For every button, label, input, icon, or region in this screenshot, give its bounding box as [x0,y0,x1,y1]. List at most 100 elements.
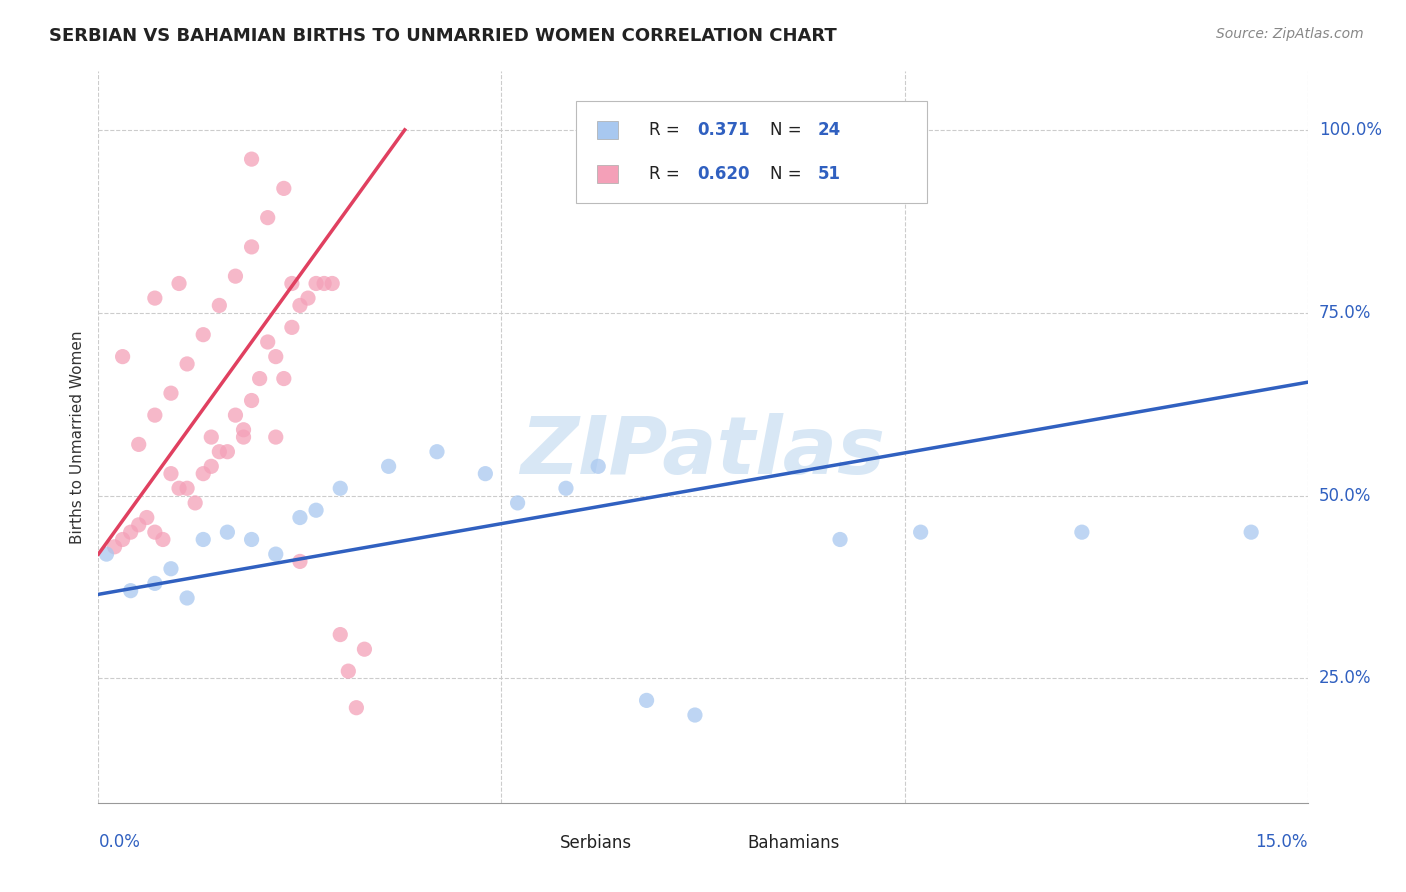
Point [264,430,287,444]
Point [474,467,496,481]
Point [297,291,319,305]
Point [167,277,190,291]
Point [377,459,399,474]
Point [200,459,222,474]
Point [273,371,295,385]
Point [305,503,328,517]
Text: SERBIAN VS BAHAMIAN BIRTHS TO UNMARRIED WOMEN CORRELATION CHART: SERBIAN VS BAHAMIAN BIRTHS TO UNMARRIED … [49,27,837,45]
Point [111,533,134,547]
Point [314,277,336,291]
Point [240,240,263,254]
Point [240,393,263,408]
Text: 51: 51 [818,165,841,183]
Point [217,525,239,540]
Bar [596,165,617,183]
Bar [516,834,550,852]
Point [193,533,215,547]
Text: ZIPatlas: ZIPatlas [520,413,886,491]
Point [160,467,183,481]
Point [281,277,304,291]
Text: R =: R = [648,165,685,183]
Text: Source: ZipAtlas.com: Source: ZipAtlas.com [1216,27,1364,41]
Text: 24: 24 [818,121,841,139]
Point [193,327,215,342]
Point [636,693,658,707]
Point [128,517,150,532]
Point [1240,525,1263,540]
Y-axis label: Births to Unmarried Women: Births to Unmarried Women [69,330,84,544]
Text: R =: R = [648,121,685,139]
Point [264,350,287,364]
Point [143,576,166,591]
Point [828,533,851,547]
Text: 0.0%: 0.0% [98,833,141,851]
Point [232,423,254,437]
Point [200,430,222,444]
Point [305,277,328,291]
Point [224,408,246,422]
Bar [703,834,737,852]
Point [176,481,198,495]
Text: 0.620: 0.620 [697,165,749,183]
Point [184,496,207,510]
Point [555,481,578,495]
Point [208,298,231,312]
Point [120,583,142,598]
Point [353,642,375,657]
Text: 75.0%: 75.0% [1319,304,1371,322]
Point [910,525,932,540]
Point [96,547,118,561]
Point [143,525,166,540]
Text: Serbians: Serbians [561,834,633,852]
Point [288,298,311,312]
Point [143,291,166,305]
Bar [596,120,617,139]
Point [426,444,449,458]
Point [273,181,295,195]
Text: N =: N = [769,165,807,183]
Text: 15.0%: 15.0% [1256,833,1308,851]
Point [224,269,246,284]
Point [281,320,304,334]
Point [288,554,311,568]
Text: 25.0%: 25.0% [1319,670,1371,688]
Text: Bahamians: Bahamians [748,834,841,852]
Point [288,510,311,524]
Point [160,386,183,401]
Point [256,334,278,349]
Point [240,533,263,547]
Point [321,277,343,291]
FancyBboxPatch shape [576,101,927,203]
Point [256,211,278,225]
Point [586,459,609,474]
Point [120,525,142,540]
Point [240,152,263,166]
Text: N =: N = [769,121,807,139]
Text: 100.0%: 100.0% [1319,121,1382,139]
Point [683,708,706,723]
Point [232,430,254,444]
Point [329,481,352,495]
Point [176,591,198,605]
Point [176,357,198,371]
Point [128,437,150,451]
Point [208,444,231,458]
Point [135,510,157,524]
Point [167,481,190,495]
Point [264,547,287,561]
Point [337,664,360,678]
Point [160,562,183,576]
Text: 0.371: 0.371 [697,121,749,139]
Point [506,496,529,510]
Point [111,350,134,364]
Point [329,627,352,641]
Point [249,371,271,385]
Point [217,444,239,458]
Point [103,540,125,554]
Point [344,700,367,714]
Point [152,533,174,547]
Text: 50.0%: 50.0% [1319,487,1371,505]
Point [1070,525,1092,540]
Point [193,467,215,481]
Point [143,408,166,422]
